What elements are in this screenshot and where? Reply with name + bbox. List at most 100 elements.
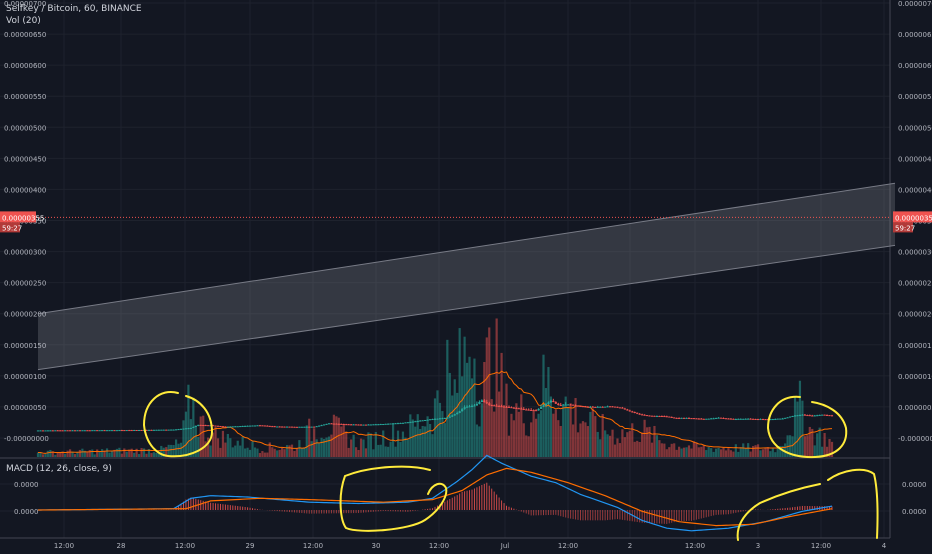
candle-body <box>702 418 705 420</box>
candle-body <box>470 406 474 408</box>
signal-line <box>37 467 833 527</box>
volume-bar <box>59 452 62 457</box>
candle-body <box>352 424 355 426</box>
candle-body <box>332 423 336 425</box>
volume-bar <box>547 367 550 457</box>
price-tick-right: 0.00000450 <box>898 155 932 163</box>
candle-body <box>564 404 567 406</box>
volume-bar <box>167 444 170 457</box>
volume-bar <box>495 318 498 457</box>
candle-body <box>229 426 232 428</box>
volume-bar <box>488 327 491 457</box>
volume-bar <box>576 432 580 457</box>
candle-body <box>88 430 91 432</box>
candle-body <box>505 406 508 408</box>
candle-body <box>742 418 745 420</box>
price-tick-left: 0.00000150 <box>4 342 46 350</box>
candle-body <box>177 429 180 431</box>
price-tick-right: 0.00000250 <box>898 280 932 288</box>
candle-body <box>369 424 372 426</box>
volume-bar <box>202 415 205 457</box>
macd-indicator-label[interactable]: MACD (12, 26, close, 9) <box>6 464 112 474</box>
candle-body <box>813 415 816 417</box>
macd-tick-left: 0.0000 <box>14 481 39 489</box>
volume-bar <box>650 442 654 457</box>
volume-indicator-label[interactable]: Vol (20) <box>6 16 41 26</box>
volume-bar <box>219 447 222 457</box>
volume-bar <box>61 451 64 457</box>
candle-body <box>431 419 434 421</box>
candle-body <box>36 430 40 432</box>
volume-bar <box>461 376 464 457</box>
volume-bar <box>719 449 723 457</box>
candle-body <box>544 404 548 406</box>
annotation-circle-1[interactable] <box>142 391 214 458</box>
volume-bar <box>692 441 696 457</box>
volume-bar <box>722 447 725 457</box>
symbol-title[interactable]: Selfkey / Bitcoin, 60, BINANCE <box>6 4 142 14</box>
volume-bar <box>825 446 829 457</box>
volume-bar <box>754 445 757 457</box>
candle-body <box>613 406 617 408</box>
candle-body <box>219 425 222 427</box>
volume-bar <box>133 452 136 457</box>
volume-bar <box>517 411 520 457</box>
candle-body <box>480 400 483 403</box>
candle-body <box>719 417 723 419</box>
hand-drawn-annotations[interactable] <box>142 391 879 541</box>
last-price-tag-text: 0.00000355 <box>2 214 44 222</box>
last-price-tag <box>893 211 932 223</box>
volume-bar <box>554 409 557 457</box>
price-tick-left: 0.00000450 <box>4 155 46 163</box>
candle-body <box>128 430 131 432</box>
channel-lower-line <box>37 244 896 371</box>
candle-body <box>510 407 513 409</box>
volume-bar <box>724 450 728 457</box>
annotation-circle-4[interactable] <box>736 468 879 541</box>
volume-bar <box>315 439 318 457</box>
volume-bar <box>759 450 762 457</box>
candle-body <box>680 417 683 419</box>
candle-body <box>268 425 271 427</box>
volume-bar <box>702 445 705 457</box>
volume-bar <box>539 410 543 457</box>
candle-body <box>276 426 279 428</box>
volume-bar <box>189 419 192 457</box>
candle-body <box>690 418 693 420</box>
annotation-circle-2[interactable] <box>339 465 448 532</box>
volume-bar <box>86 451 89 457</box>
volume-bar <box>305 425 308 457</box>
volume-bar <box>520 394 523 457</box>
candle-body <box>68 430 72 432</box>
volume-bar <box>485 337 488 457</box>
volume-bar <box>253 447 257 457</box>
price-channel[interactable] <box>37 182 896 371</box>
volume-bar <box>579 423 582 457</box>
volume-bar <box>54 454 57 457</box>
candle-body <box>557 403 560 405</box>
volume-bar <box>207 437 210 457</box>
candle-body <box>663 416 666 418</box>
candle-body <box>39 430 42 432</box>
candle-body <box>451 415 454 417</box>
volume-bar <box>571 424 575 457</box>
candle-body <box>579 405 582 407</box>
candle-body <box>313 426 316 428</box>
time-tick: 12:00 <box>175 542 195 550</box>
candle-body <box>133 429 136 431</box>
annotation-circle-3[interactable] <box>766 395 848 459</box>
volume-bar <box>101 449 104 457</box>
candle-body <box>118 430 121 432</box>
volume-bar <box>784 443 787 457</box>
volume-bar <box>690 448 693 457</box>
candle-body <box>502 406 506 408</box>
volume-bar <box>710 448 713 457</box>
volume-bar <box>737 451 740 457</box>
volume-bar <box>525 435 528 457</box>
volume-bar <box>345 431 348 457</box>
volume-bar <box>409 414 412 457</box>
time-tick: 12:00 <box>685 542 705 550</box>
candle-body <box>707 418 710 420</box>
